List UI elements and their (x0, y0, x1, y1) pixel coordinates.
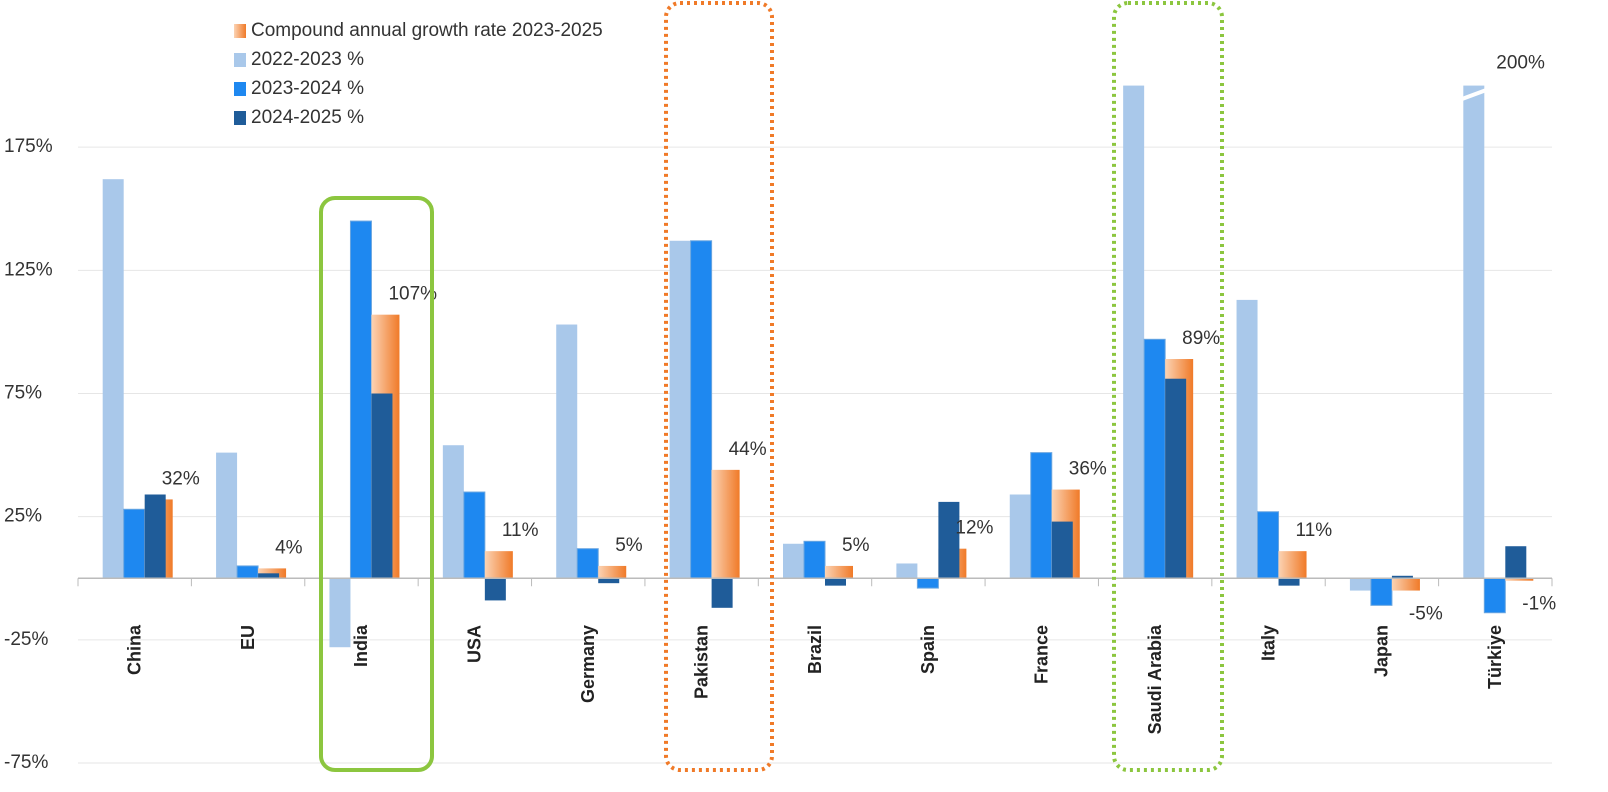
bar (825, 578, 846, 586)
x-tick-label: USA (465, 625, 485, 663)
data-label: 5% (615, 535, 643, 556)
bar (1278, 551, 1307, 579)
bar (916, 577, 939, 589)
x-tick-label: Italy (1258, 625, 1278, 661)
x-tick-label: France (1032, 625, 1052, 684)
legend-label: 2022-2023 % (251, 49, 364, 70)
bar (1463, 85, 1485, 579)
y-tick-label: 125% (4, 259, 53, 280)
bar (1391, 578, 1420, 591)
data-label: 89% (1182, 328, 1220, 349)
highlight-box (319, 196, 434, 772)
legend-label: 2024-2025 % (251, 107, 364, 128)
bar (258, 573, 280, 579)
bar (690, 240, 713, 579)
bar (1278, 578, 1300, 586)
bar (1143, 338, 1166, 579)
x-tick-label: Saudi Arabia (1145, 624, 1165, 734)
bar (669, 240, 691, 579)
legend-label: Compound annual growth rate 2023-2025 (251, 20, 603, 41)
bar (556, 324, 578, 579)
bar (1257, 511, 1280, 579)
data-label: 11% (502, 520, 539, 541)
x-tick-label: China (124, 624, 144, 675)
bar (1391, 575, 1413, 579)
data-label: 32% (162, 468, 200, 489)
x-tick-label: Pakistan (691, 625, 711, 699)
bar (484, 578, 506, 601)
bar (463, 491, 486, 579)
x-tick-label: Japan (1372, 625, 1392, 677)
x-tick-label: India (351, 624, 371, 667)
y-tick-label: 175% (4, 136, 53, 157)
bar (711, 578, 733, 608)
data-label: 36% (1069, 459, 1107, 480)
data-label: -1% (1522, 594, 1556, 615)
highlight-box (1112, 1, 1224, 772)
bar (102, 179, 124, 579)
bar (371, 393, 393, 579)
bar (236, 565, 259, 579)
bar (576, 548, 599, 579)
bar (484, 551, 513, 579)
x-tick-label: Brazil (805, 625, 825, 674)
bar (825, 565, 853, 579)
data-label: 107% (388, 284, 437, 305)
bar (1349, 578, 1371, 591)
y-tick-label: 25% (4, 506, 42, 527)
bar (123, 508, 146, 579)
bar (783, 543, 804, 579)
bar (144, 494, 166, 579)
bar (216, 452, 238, 579)
bar (1236, 299, 1258, 579)
bar (711, 469, 740, 579)
axis-break (1459, 87, 1489, 102)
bar (1483, 577, 1506, 614)
bar (598, 565, 627, 579)
legend-swatch (234, 82, 246, 96)
legend-swatch (234, 53, 246, 67)
x-tick-label: Germany (578, 625, 598, 703)
bar (1165, 378, 1187, 579)
bar (1051, 521, 1073, 579)
y-tick-label: -25% (4, 629, 48, 650)
bar (1123, 85, 1145, 579)
data-label: 5% (842, 535, 870, 556)
data-label: 12% (955, 518, 993, 539)
bar (1030, 452, 1053, 579)
x-tick-label: EU (238, 625, 258, 650)
x-tick-label: Spain (918, 625, 938, 674)
bar (329, 578, 351, 648)
data-label: 11% (1296, 520, 1333, 541)
legend-swatch (234, 111, 246, 125)
y-tick-label: 75% (4, 383, 42, 404)
bar (1505, 546, 1527, 579)
y-tick-label: -75% (4, 752, 48, 773)
bar (938, 501, 960, 579)
bar (1505, 578, 1534, 581)
x-tick-label: Türkiye (1485, 625, 1505, 689)
bar (896, 563, 918, 579)
bar (803, 540, 826, 579)
data-label: -5% (1409, 604, 1443, 625)
data-label: 200% (1496, 53, 1545, 74)
bar (442, 445, 464, 579)
bar (349, 220, 372, 579)
bar (1370, 577, 1393, 606)
bar (598, 578, 620, 584)
data-label: 44% (729, 439, 767, 460)
bar (1009, 494, 1031, 579)
highlight-box (664, 1, 774, 772)
legend-swatch (234, 24, 246, 38)
data-label: 4% (275, 537, 303, 558)
legend-label: 2023-2024 % (251, 78, 364, 99)
